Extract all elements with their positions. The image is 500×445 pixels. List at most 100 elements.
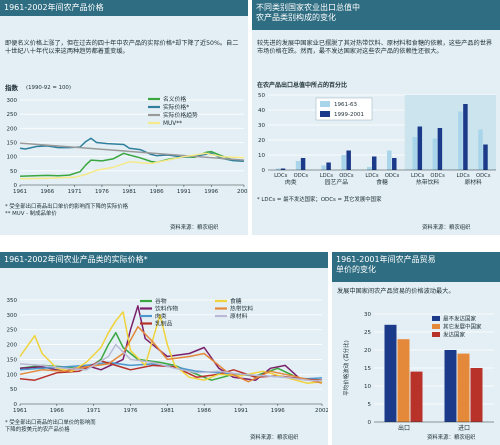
legend-label: 原材料: [230, 312, 248, 320]
x-category-label: LDCs: [411, 173, 425, 179]
y-tick-label: 50: [10, 387, 17, 393]
bar: [412, 137, 418, 170]
x-group-label: 食糖: [376, 178, 388, 186]
y-tick-label: 25: [364, 330, 371, 336]
legend-label: 实际价格*: [163, 103, 189, 111]
bar-chart-subtitle: 在农产品出口总值中所占的百分比: [257, 82, 348, 89]
y-tick-label: 100: [7, 155, 18, 161]
bar: [458, 111, 463, 170]
note-2: ** MUV - 制成品单价: [5, 211, 57, 217]
panel-export-title-line1: 不同类别国家农业出口总值中: [256, 3, 360, 12]
x-tick-label: 1991: [234, 408, 248, 414]
x-tick-label: 1981: [122, 189, 136, 195]
legend-label: 食糖: [230, 297, 242, 305]
x-tick-label: 1971: [87, 408, 101, 414]
x-category-label: 进口: [458, 424, 470, 432]
base-label: (1990-92 = 100): [26, 85, 71, 91]
panel-export-title: 不同类别国家农业出口总值中 农产品类别构成的变化: [252, 0, 500, 30]
source-c: 资料来源：粮农组织: [250, 435, 299, 441]
bar: [470, 368, 483, 422]
bar: [346, 150, 351, 170]
footnote-c2: 下降的按美元的农产品价格: [5, 427, 70, 433]
legend-swatch: [432, 324, 440, 329]
index-label: 指数: [5, 84, 18, 92]
x-tick-label: 1996: [204, 189, 218, 195]
legend-label: 最不发达国家: [443, 315, 477, 323]
x-tick-label: 1986: [150, 189, 164, 195]
legend-label: 肉类: [155, 312, 167, 320]
legend-label: 名义价格: [163, 95, 186, 103]
panel-volatility-title-line1: 1961-2001年间农产品贸易: [336, 255, 436, 264]
x-tick-label: 1986: [197, 408, 211, 414]
x-category-label: ODCs: [476, 173, 491, 179]
x-tick-label: 1966: [50, 408, 64, 414]
y-axis-label: 平均价格波动 (百分比): [342, 340, 350, 396]
bar: [437, 128, 443, 170]
bar: [300, 158, 306, 170]
panel-export-title-line2: 农产品类别构成的变化: [256, 13, 336, 22]
y-tick-label: 40: [258, 108, 265, 114]
x-group-label: 原材料: [464, 178, 482, 186]
source-d: 资料来源：粮农组织: [427, 435, 476, 441]
y-tick-label: 30: [258, 123, 265, 129]
legend-label: 实际价格趋势: [163, 111, 198, 119]
bar: [444, 350, 457, 422]
panel-volatility: 1961-2001年间农产品贸易 单价的变化 发展中国家间农产品贸易的价格波动最…: [332, 252, 500, 445]
y-tick-label: 5: [368, 402, 372, 408]
footnote-b: * LDCs = 最不发达国家；ODCs = 其它发展中国家: [257, 197, 382, 203]
panel-export-intro: 较先进的发展中国家业已摆脱了其对热带饮料、原材料和食糖的依赖，这些产品的世界市场…: [257, 40, 493, 55]
y-tick-label: 0: [14, 183, 18, 189]
legend-label: 饮料作物: [155, 305, 178, 313]
legend-swatch: [320, 111, 330, 117]
y-tick-label: 20: [258, 138, 265, 144]
bar: [326, 162, 331, 170]
source-b: 资料来源：粮农组织: [422, 225, 471, 231]
bar: [478, 129, 483, 170]
chart-volatility: 0 5 10 15 20 25 30 出口 进口 平均价格波动 (百分比) 最不发达国家其它发展中国…: [342, 312, 494, 432]
bar: [483, 144, 488, 170]
x-category-label: ODCs: [430, 173, 445, 179]
bar: [387, 150, 392, 170]
legend-swatch: [432, 332, 440, 337]
x-tick-label: 2002: [237, 189, 248, 195]
y-tick-label: 250: [7, 112, 18, 118]
legend-label: MUV**: [163, 121, 182, 127]
x-category-label: 出口: [398, 424, 410, 432]
chart-commodity-prices: 0 50 100 150 200 250 300 350 1961 1966 1971 1976 198…: [7, 297, 329, 414]
x-category-label: LDCs: [365, 173, 379, 179]
x-category-label: LDCs: [457, 173, 471, 179]
y-tick-label: 200: [7, 126, 18, 132]
bar: [392, 158, 397, 170]
y-tick-label: 30: [364, 312, 371, 318]
bar: [410, 371, 423, 422]
legend-label: 1999-2001: [334, 112, 364, 118]
x-tick-label: 1976: [123, 408, 137, 414]
y-tick-label: 0: [368, 420, 372, 426]
y-tick-label: 200: [7, 343, 18, 349]
panel-commodity-prices: 1961-2002年间农业产品类的实际价格* 0 50 100 150 200 250 30…: [0, 252, 328, 445]
bar: [432, 138, 438, 170]
x-category-label: ODCs: [385, 173, 400, 179]
x-category-label: ODCs: [339, 173, 354, 179]
panel-prices: 1961-2002年间农产品价格 即便名义价格上涨了，但在过去的四十年中农产品的…: [0, 0, 248, 235]
panel-prices-title: 1961-2002年间农产品价格: [0, 0, 248, 16]
legend-swatch: [432, 316, 440, 321]
bar: [341, 155, 346, 170]
x-tick-label: 1961: [13, 408, 27, 414]
y-tick-label: 50: [258, 93, 265, 99]
bar: [463, 104, 468, 170]
x-tick-label: 1996: [271, 408, 285, 414]
y-tick-label: 0: [262, 168, 266, 174]
x-group-label: 肉类: [285, 178, 297, 186]
legend-label: 乳制品: [155, 320, 173, 328]
y-tick-label: 20: [364, 348, 371, 354]
series-line: [19, 152, 245, 180]
bar: [280, 168, 286, 170]
bar: [371, 156, 377, 170]
y-tick-label: 15: [364, 366, 371, 372]
y-tick-label: 150: [7, 141, 18, 147]
note-1: * 受全部出口商品出口单价的影响而下降的实际价格: [5, 204, 129, 210]
x-tick-label: 1991: [177, 189, 191, 195]
bar: [417, 126, 423, 170]
